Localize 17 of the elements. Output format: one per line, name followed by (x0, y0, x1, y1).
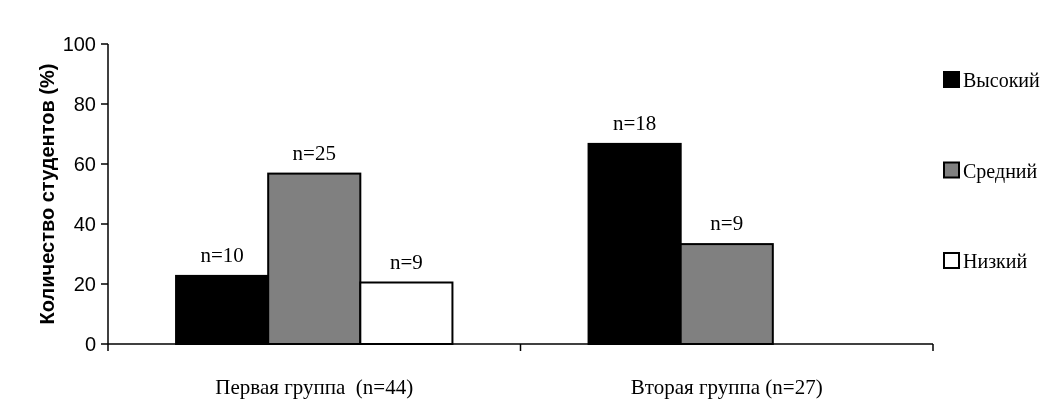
x-tick-label: Вторая группа (n=27) (630, 375, 823, 399)
annotation: n=25 (292, 140, 336, 165)
annotation: n=10 (200, 242, 244, 267)
legend-label: Высокий (963, 69, 1041, 91)
y-tick-label: 20 (73, 273, 96, 295)
y-axis-title: Количество студентов (%) (36, 63, 58, 325)
annotation: n=18 (612, 110, 657, 135)
y-tick-label: 60 (73, 153, 96, 175)
legend-label: Средний (963, 159, 1038, 183)
y-tick-label: 100 (62, 33, 96, 55)
annotation: n=9 (389, 249, 423, 274)
annotation: n=9 (710, 211, 744, 236)
y-tick-label: 40 (73, 213, 96, 235)
y-tick-label: 0 (84, 333, 96, 355)
y-tick-label: 80 (73, 93, 96, 115)
x-tick-label: Первая группа (n=44) (215, 375, 414, 399)
legend-label: Низкий (963, 250, 1028, 272)
